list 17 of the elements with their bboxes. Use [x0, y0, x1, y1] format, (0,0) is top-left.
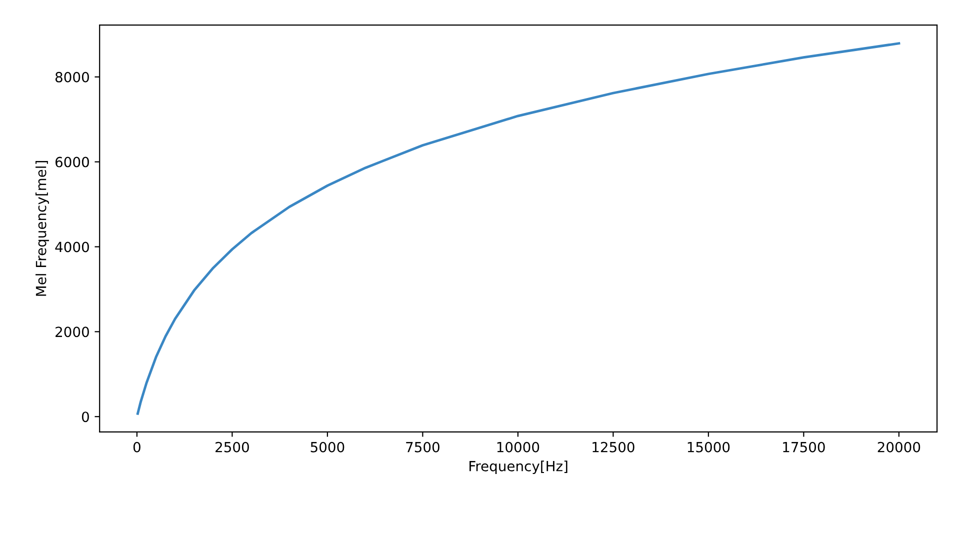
x-tick-label: 10000: [497, 442, 540, 452]
y-tick-label: 0: [82, 412, 89, 422]
y-tick-label: 8000: [55, 72, 89, 82]
x-axis-title: Frequency[Hz]: [470, 460, 568, 474]
x-tick-label: 2500: [216, 442, 249, 452]
x-tick-label: 17500: [783, 442, 825, 452]
y-tick-label: 6000: [56, 156, 89, 168]
y-axis-title: Mel Frequency[mel]: [36, 161, 49, 296]
y-tick-label: 2000: [56, 326, 89, 338]
x-tick-label: 20000: [878, 442, 920, 452]
x-tick-label: 15000: [688, 442, 730, 452]
x-tick-label: 0: [133, 442, 140, 452]
x-tick-label: 12500: [592, 442, 634, 452]
y-tick-label: 4000: [55, 242, 89, 252]
x-tick-label: 5000: [310, 442, 344, 452]
line-series: [136, 42, 900, 415]
x-tick-label: 7500: [406, 442, 440, 452]
